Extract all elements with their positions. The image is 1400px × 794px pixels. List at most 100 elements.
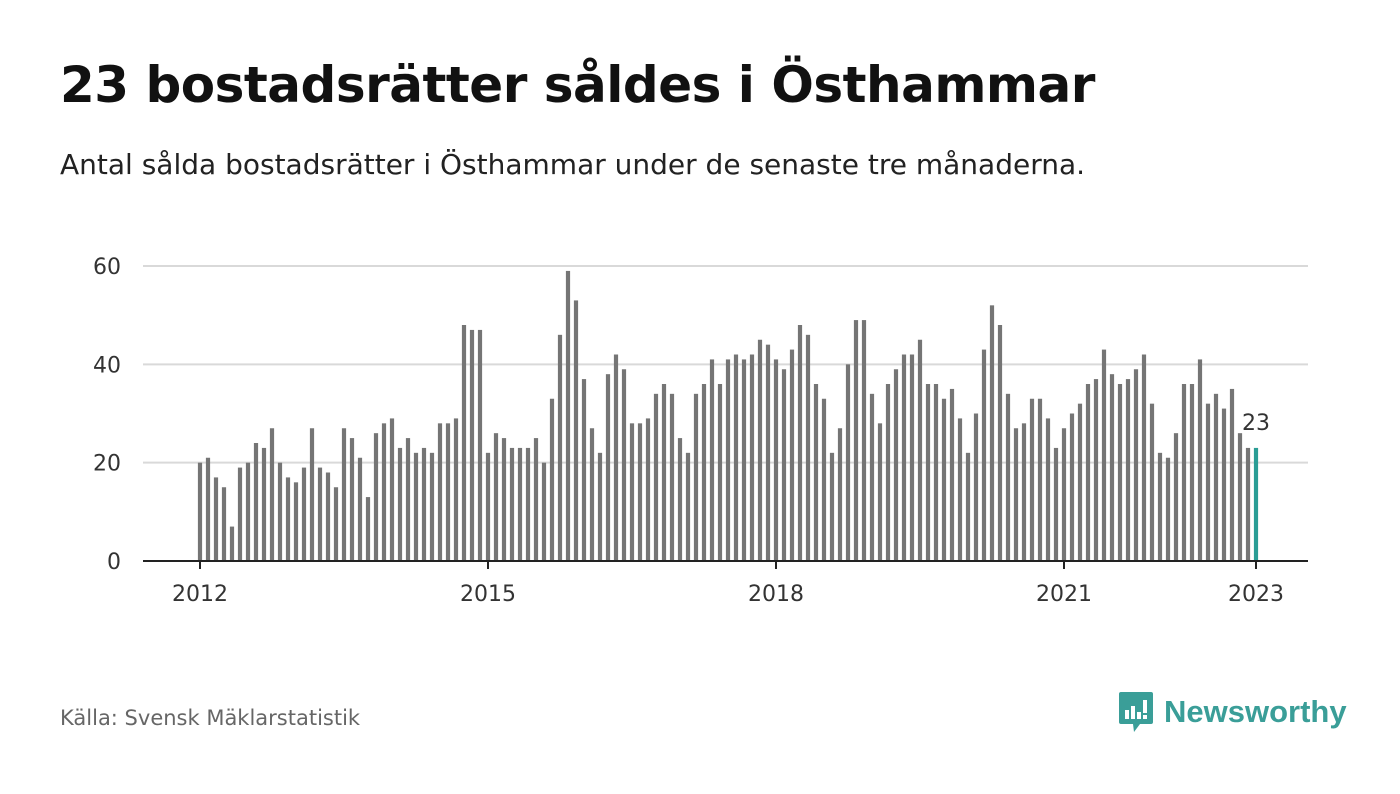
bar — [797, 325, 803, 561]
bar — [485, 452, 491, 561]
bar — [253, 443, 259, 561]
bar — [1181, 384, 1187, 561]
bar — [813, 384, 819, 561]
bar — [589, 428, 595, 561]
bar — [373, 433, 379, 561]
y-tick-label: 0 — [107, 550, 121, 575]
bar — [477, 329, 483, 561]
brand-name: Newsworthy — [1164, 694, 1347, 729]
x-tick-label: 2012 — [172, 582, 228, 607]
bar — [1093, 379, 1099, 561]
bar — [1189, 384, 1195, 561]
bar — [1037, 398, 1043, 561]
x-tick-label: 2018 — [748, 582, 804, 607]
bar — [365, 497, 371, 561]
bar — [1085, 384, 1091, 561]
bar — [965, 452, 971, 561]
bar — [669, 393, 675, 561]
bar — [973, 413, 979, 561]
last-value-label: 23 — [1242, 411, 1270, 436]
bar — [1149, 403, 1155, 561]
bar — [1205, 403, 1211, 561]
bar — [605, 374, 611, 561]
bar — [549, 398, 555, 561]
bar — [349, 438, 355, 561]
bar — [901, 354, 907, 561]
bar — [1237, 433, 1243, 561]
bar — [205, 457, 211, 561]
bar — [661, 384, 667, 561]
bar — [1069, 413, 1075, 561]
bar — [861, 320, 867, 561]
bar — [733, 354, 739, 561]
bar — [381, 423, 387, 561]
bar — [461, 325, 467, 561]
x-tick-label: 2023 — [1228, 582, 1284, 607]
bar — [869, 393, 875, 561]
gridlines — [143, 265, 1308, 464]
bar — [957, 418, 963, 561]
bar — [1101, 349, 1107, 561]
bar — [1077, 403, 1083, 561]
bar — [765, 344, 771, 561]
bar — [1245, 447, 1251, 561]
bar — [453, 418, 459, 561]
bar — [1021, 423, 1027, 561]
x-tick-label: 2021 — [1036, 582, 1092, 607]
bar — [541, 462, 547, 561]
bar — [949, 388, 955, 561]
bar — [1197, 359, 1203, 561]
bar — [517, 447, 523, 561]
bar — [581, 379, 587, 561]
bar — [309, 428, 315, 561]
bar — [237, 467, 243, 561]
bar — [317, 467, 323, 561]
bar — [269, 428, 275, 561]
newsworthy-logo-icon — [1119, 692, 1153, 732]
bar — [533, 438, 539, 561]
y-tick-label: 60 — [93, 255, 121, 280]
bar — [877, 423, 883, 561]
bar — [781, 369, 787, 561]
bar — [741, 359, 747, 561]
bar — [925, 384, 931, 561]
source-note: Källa: Svensk Mäklarstatistik — [60, 706, 361, 730]
bar — [1165, 457, 1171, 561]
bar — [885, 384, 891, 561]
bar — [613, 354, 619, 561]
bar — [717, 384, 723, 561]
bar — [1229, 388, 1235, 561]
bar — [821, 398, 827, 561]
bar — [1173, 433, 1179, 561]
axes — [143, 560, 1308, 569]
bar — [653, 393, 659, 561]
bar — [389, 418, 395, 561]
bar — [933, 384, 939, 561]
bar — [749, 354, 755, 561]
bar — [1061, 428, 1067, 561]
bar — [229, 526, 235, 561]
bar — [421, 447, 427, 561]
bar — [701, 384, 707, 561]
bar — [293, 482, 299, 561]
bar — [837, 428, 843, 561]
bar — [221, 487, 227, 561]
bar — [685, 452, 691, 561]
bar — [341, 428, 347, 561]
bar — [637, 423, 643, 561]
bar — [525, 447, 531, 561]
x-tick-label: 2015 — [460, 582, 516, 607]
bar — [989, 305, 995, 561]
bar — [941, 398, 947, 561]
bar — [621, 369, 627, 561]
bar — [509, 447, 515, 561]
bar — [445, 423, 451, 561]
bar — [645, 418, 651, 561]
bar — [1053, 447, 1059, 561]
bar — [197, 462, 203, 561]
bar — [597, 452, 603, 561]
bar — [1221, 408, 1227, 561]
bar — [829, 452, 835, 561]
bar — [1157, 452, 1163, 561]
